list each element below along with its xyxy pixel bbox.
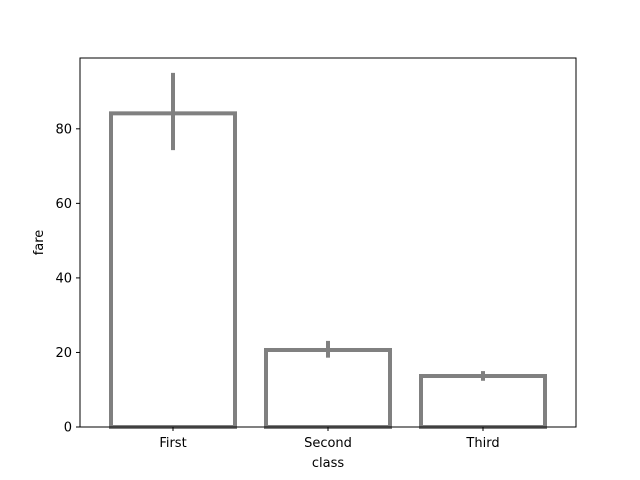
y-tick-label: 20	[55, 346, 72, 361]
bar-second	[264, 347, 392, 429]
x-axis-ticks: First Second Third	[159, 427, 500, 451]
bar-third	[419, 374, 547, 429]
y-tick-label: 80	[55, 122, 72, 137]
y-tick-label: 40	[55, 271, 72, 286]
y-axis-label: fare	[32, 230, 47, 256]
y-tick-label: 0	[64, 421, 72, 436]
x-tick-label: First	[159, 436, 186, 451]
x-tick-label: Third	[465, 436, 499, 451]
bar-first	[109, 111, 237, 429]
error-bars-layer	[171, 72, 485, 381]
y-tick-label: 60	[55, 197, 72, 212]
x-axis-label: class	[312, 456, 344, 471]
x-tick-label: Second	[304, 436, 352, 451]
y-axis-ticks: 0 20 40 60 80	[55, 122, 80, 436]
